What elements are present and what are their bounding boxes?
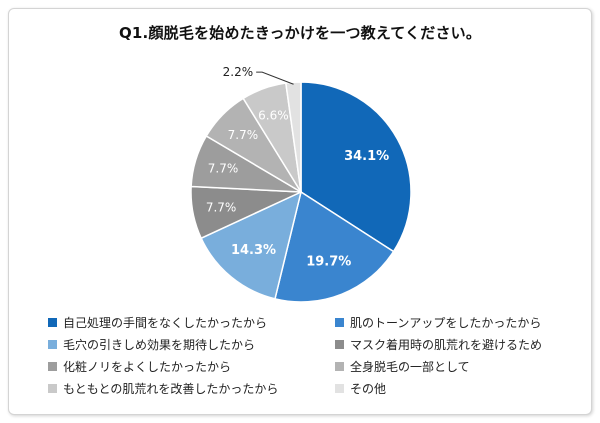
legend-label: 化粧ノリをよくしたかったから — [63, 360, 232, 374]
legend-item: 自己処理の手間をなくしたかったから — [48, 314, 267, 331]
slice-value-label: 14.3% — [231, 243, 276, 258]
legend-swatch — [48, 362, 57, 371]
legend-swatch — [48, 318, 57, 327]
slice-leader-line — [256, 71, 294, 85]
slice-value-label: 2.2% — [223, 65, 254, 79]
legend-item: マスク着用時の肌荒れを避けるため — [335, 336, 542, 353]
slice-value-label: 6.6% — [258, 108, 289, 122]
slice-value-label: 34.1% — [344, 149, 389, 164]
legend-swatch — [335, 384, 344, 393]
legend-item: 全身脱毛の一部として — [335, 358, 470, 375]
pie-slice — [284, 81, 302, 193]
legend-label: もともとの肌荒れを改善したかったから — [63, 382, 279, 396]
slice-value-label: 19.7% — [306, 254, 351, 269]
legend-item: 化粧ノリをよくしたかったから — [48, 358, 231, 375]
slice-value-label: 7.7% — [206, 201, 237, 215]
chart-title: Q1.顔脱毛を始めたきっかけを一つ教えてください。 — [118, 24, 482, 42]
legend-swatch — [335, 318, 344, 327]
pie-slice — [274, 190, 395, 303]
slice-value-label: 7.7% — [228, 128, 259, 142]
legend-item: もともとの肌荒れを改善したかったから — [48, 380, 278, 397]
legend-label: 自己処理の手間をなくしたかったから — [63, 316, 268, 330]
legend-label: 毛穴の引きしめ効果を期待したから — [63, 338, 256, 352]
legend-swatch — [48, 340, 57, 349]
legend-label: その他 — [350, 382, 387, 396]
legend-label: マスク着用時の肌荒れを避けるため — [350, 338, 543, 352]
legend-item: 肌のトーンアップをしたかったから — [335, 314, 541, 331]
legend-swatch — [335, 340, 344, 349]
legend-label: 肌のトーンアップをしたかったから — [350, 316, 542, 330]
pie-slice — [200, 190, 303, 300]
slice-value-label: 7.7% — [208, 162, 239, 176]
legend-swatch — [335, 362, 344, 371]
legend-item: その他 — [335, 380, 386, 397]
legend-swatch — [48, 384, 57, 393]
legend-label: 全身脱毛の一部として — [350, 360, 470, 374]
legend-item: 毛穴の引きしめ効果を期待したから — [48, 336, 255, 353]
